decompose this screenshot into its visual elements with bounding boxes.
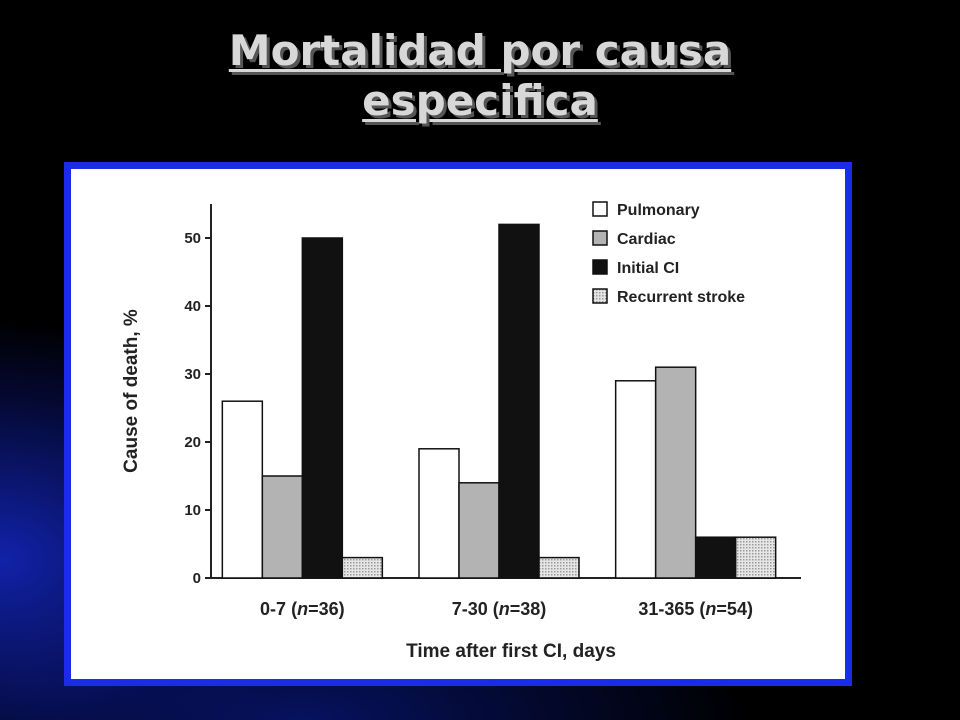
- bar-cardiac: [261, 475, 304, 579]
- bar-initial-ci: [301, 237, 344, 579]
- y-tick-label: 50: [184, 230, 201, 247]
- x-category-label: 0-7 (n=36): [260, 599, 345, 619]
- y-tick-label: 0: [193, 570, 201, 587]
- legend-label: Initial CI: [617, 260, 679, 277]
- y-tick-label: 10: [184, 502, 201, 519]
- x-category-label: 31-365 (n=54): [638, 599, 753, 619]
- legend-label: Cardiac: [617, 231, 676, 248]
- x-category-label: 7-30 (n=38): [452, 599, 547, 619]
- y-axis-title: Cause of death, %: [121, 309, 142, 473]
- bar-cardiac: [654, 366, 697, 579]
- bars: [221, 223, 777, 579]
- legend-swatch: [592, 201, 608, 217]
- legend-swatch: [592, 230, 608, 246]
- bar-recurrent-stroke: [734, 536, 777, 579]
- legend-swatch: [592, 288, 608, 304]
- slide-title: Mortalidad por causa especifica: [0, 26, 960, 126]
- bar-recurrent-stroke: [538, 556, 580, 579]
- legend-swatch: [592, 259, 608, 275]
- bar-cardiac: [458, 482, 500, 579]
- slide-title-line-2: especifica: [362, 76, 598, 125]
- y-tick-label: 40: [184, 298, 201, 315]
- bar-pulmonary: [418, 448, 460, 579]
- y-tick-label: 20: [184, 434, 201, 451]
- slide-title-line-1: Mortalidad por causa: [228, 26, 732, 75]
- x-axis-title: Time after first CI, days: [406, 641, 616, 662]
- bar-initial-ci: [498, 223, 540, 579]
- legend-label: Pulmonary: [617, 202, 700, 219]
- legend-label: Recurrent stroke: [617, 289, 745, 306]
- bar-pulmonary: [221, 400, 264, 579]
- bar-chart: 0 10 20 30 40 50 0-7 (n=36) 7-30 (n=38) 31-365 (…: [121, 201, 801, 662]
- bar-recurrent-stroke: [341, 556, 384, 579]
- labels: 0 10 20 30 40 50 0-7 (n=36) 7-30 (n=38) 31-365 (…: [121, 230, 753, 662]
- y-tick-label: 30: [184, 366, 201, 383]
- legend: Pulmonary Cardiac Initial CI Recurrent stro…: [592, 201, 745, 306]
- bar-pulmonary: [614, 380, 657, 579]
- chart-frame: 0 10 20 30 40 50 0-7 (n=36) 7-30 (n=38) 31-365 (…: [64, 162, 852, 686]
- bar-initial-ci: [694, 536, 737, 579]
